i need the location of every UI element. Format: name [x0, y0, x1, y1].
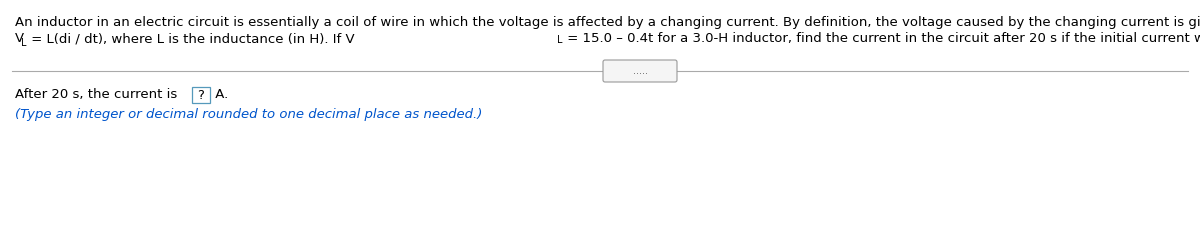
- FancyBboxPatch shape: [604, 60, 677, 82]
- Text: A.: A.: [211, 88, 228, 101]
- Text: An inductor in an electric circuit is essentially a coil of wire in which the vo: An inductor in an electric circuit is es…: [14, 16, 1200, 29]
- Text: L: L: [557, 35, 563, 45]
- Text: = 15.0 – 0.4t for a 3.0-H inductor, find the current in the circuit after 20 s i: = 15.0 – 0.4t for a 3.0-H inductor, find…: [563, 32, 1200, 45]
- Text: ?: ?: [198, 88, 204, 102]
- FancyBboxPatch shape: [192, 87, 210, 103]
- Text: After 20 s, the current is: After 20 s, the current is: [14, 88, 181, 101]
- Text: = L(di / dt), where L is the inductance (in H). If V: = L(di / dt), where L is the inductance …: [28, 32, 355, 45]
- Text: L: L: [22, 38, 26, 48]
- Text: (Type an integer or decimal rounded to one decimal place as needed.): (Type an integer or decimal rounded to o…: [14, 108, 482, 121]
- Text: .....: .....: [632, 66, 648, 76]
- Text: V: V: [14, 32, 24, 45]
